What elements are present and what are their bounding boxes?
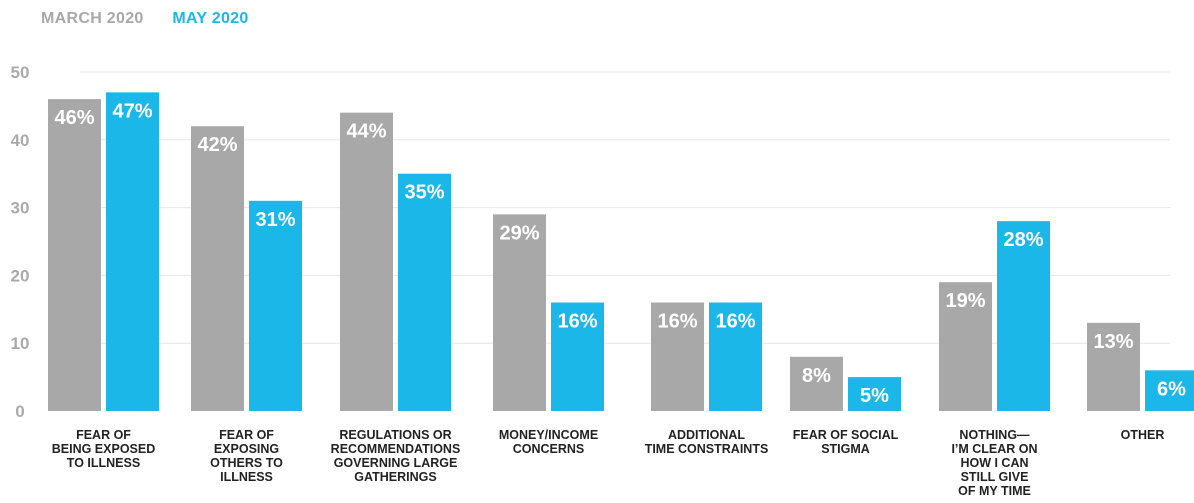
category-label: STILL GIVE [961, 470, 1029, 484]
category-label: OTHERS TO [210, 456, 283, 470]
y-tick-label: 30 [11, 199, 30, 218]
category-label: I’M CLEAR ON [951, 442, 1037, 456]
data-label: 19% [945, 290, 985, 312]
data-label: 5% [860, 385, 889, 407]
bar-march [493, 214, 546, 411]
data-label: 42% [197, 134, 237, 156]
data-label: 16% [557, 311, 597, 333]
category-label: GOVERNING LARGE [334, 456, 458, 470]
category-label: FEAR OF [76, 428, 131, 442]
bar-march [191, 126, 244, 412]
bar-may [551, 302, 604, 411]
bar-march [48, 99, 101, 412]
y-tick-label: 50 [11, 63, 30, 82]
legend-may-2020: MAY 2020 [172, 10, 249, 27]
y-tick-label: 20 [11, 266, 30, 285]
category-label: BEING EXPOSED [52, 442, 156, 456]
data-label: 44% [346, 121, 386, 143]
data-label: 16% [715, 311, 755, 333]
category-label: TIME CONSTRAINTS [645, 442, 769, 456]
data-label: 29% [499, 222, 539, 244]
bar-may [709, 302, 762, 411]
y-tick-label: 40 [11, 131, 30, 150]
bar-march [340, 112, 393, 412]
bar-march [790, 356, 843, 411]
data-label: 46% [54, 107, 94, 129]
data-label: 31% [255, 209, 295, 231]
category-label: OF MY TIME [958, 484, 1031, 498]
category-label: FEAR OF SOCIAL [793, 428, 899, 442]
category-label: NOTHING— [959, 428, 1030, 442]
data-label: 13% [1093, 331, 1133, 353]
data-label: 28% [1003, 229, 1043, 251]
category-label: REGULATIONS OR [339, 428, 451, 442]
category-label: TO ILLNESS [67, 456, 140, 470]
data-label: 8% [802, 365, 831, 387]
category-label: RECOMMENDATIONS [331, 442, 461, 456]
bar-may [249, 200, 302, 411]
bar-march [651, 302, 704, 411]
bar-may [1145, 370, 1194, 411]
category-label: HOW I CAN [960, 456, 1028, 470]
data-label: 47% [112, 100, 152, 122]
category-label: STIGMA [821, 442, 870, 456]
category-label: MONEY/INCOME [499, 428, 598, 442]
y-tick-label: 10 [11, 334, 30, 353]
bar-may [997, 221, 1050, 411]
data-label: 35% [404, 182, 444, 204]
bar-may [848, 377, 901, 411]
y-tick-label: 0 [15, 402, 24, 421]
bar-march [939, 282, 992, 411]
bar-may [398, 173, 451, 411]
data-label: 16% [657, 311, 697, 333]
data-label: 6% [1157, 378, 1186, 400]
category-label: ILLNESS [220, 470, 273, 484]
bar-march [1087, 322, 1140, 411]
legend-march-2020: MARCH 2020 [41, 10, 144, 27]
category-label: GATHERINGS [354, 470, 436, 484]
legend: MARCH 2020 MAY 2020 [41, 10, 273, 28]
category-label: CONCERNS [513, 442, 585, 456]
category-label: ADDITIONAL [668, 428, 745, 442]
category-label: OTHER [1121, 428, 1165, 442]
category-label: FEAR OF [219, 428, 274, 442]
bar-may [106, 92, 159, 411]
category-label: EXPOSING [214, 442, 279, 456]
